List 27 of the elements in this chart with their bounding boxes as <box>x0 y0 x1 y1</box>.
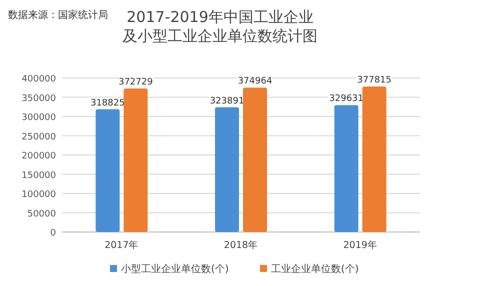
data-label: 372729 <box>118 78 154 88</box>
bar <box>334 105 358 232</box>
legend-label: 工业企业单位数(个) <box>271 263 359 275</box>
title: 2017-2019年中国工业企业及小型工业企业单位数统计图 <box>122 8 318 45</box>
y-tick-label: 50000 <box>27 209 56 220</box>
y-tick-label: 300000 <box>22 113 56 123</box>
bar <box>96 109 120 232</box>
bar <box>215 107 239 232</box>
y-tick-label: 400000 <box>22 74 56 84</box>
data-label: 329631 <box>329 94 364 104</box>
x-tick-label: 2018年 <box>224 239 258 251</box>
data-label: 374964 <box>238 76 272 87</box>
data-label: 377815 <box>357 76 392 86</box>
y-tick-label: 0 <box>50 228 56 238</box>
bar <box>362 86 386 232</box>
y-tick-label: 100000 <box>22 190 56 200</box>
y-tick-label: 350000 <box>22 94 56 104</box>
x-tick-label: 2017年 <box>104 239 139 251</box>
y-tick-label: 150000 <box>22 170 56 181</box>
legend-label: 小型工业企业单位数(个) <box>121 263 229 275</box>
data-label: 323891 <box>210 96 244 106</box>
source-note: 数据来源：国家统计局 <box>8 9 108 21</box>
y-tick-label: 250000 <box>22 132 56 142</box>
y-tick-label: 200000 <box>22 152 56 162</box>
x-tick-label: 2019年 <box>343 239 378 251</box>
bar <box>124 88 148 232</box>
bar <box>243 88 267 232</box>
